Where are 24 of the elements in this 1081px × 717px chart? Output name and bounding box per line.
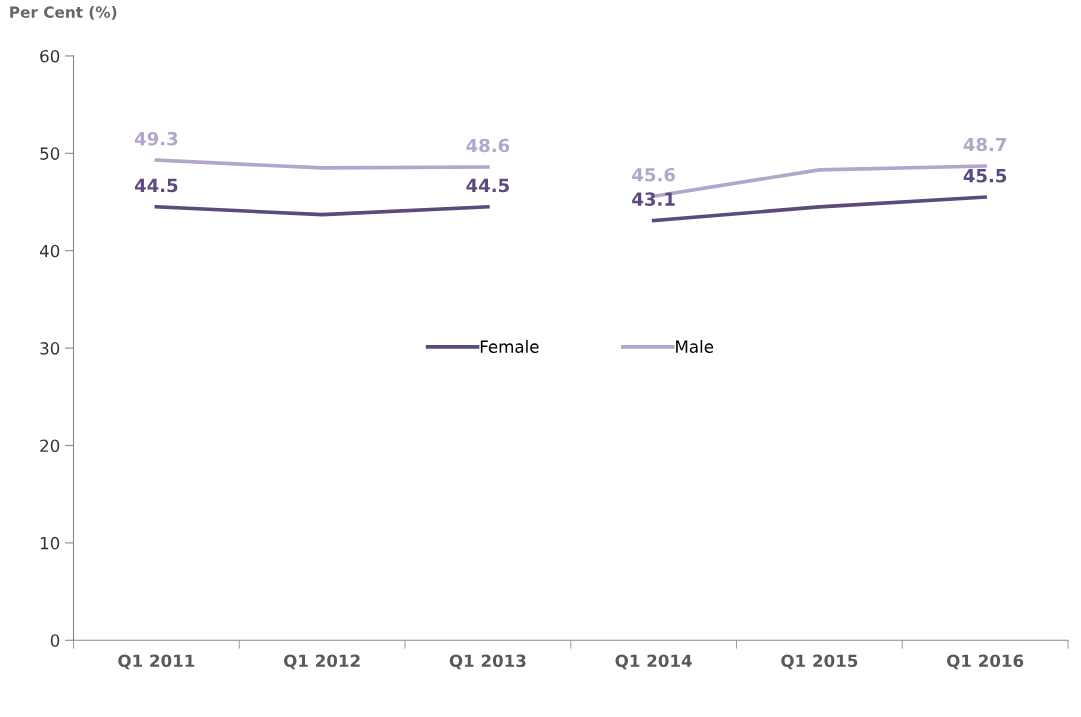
x-tick-label: Q1 2016 [947,654,1024,670]
legend-label: Male [676,340,714,353]
data-label: 45.6 [632,167,675,182]
data-label: 44.5 [466,178,509,193]
data-label: 48.6 [466,138,510,153]
data-label: 43.1 [632,192,675,206]
data-label: 44.5 [134,178,178,193]
x-tick-label: Q1 2013 [449,654,526,670]
data-label: 45.5 [963,169,1007,183]
legend-label: Female [480,340,539,353]
y-tick-label: 30 [40,342,60,355]
y-tick-label: 0 [50,634,60,647]
y-tick-label: 20 [40,439,60,453]
data-label: 48.7 [963,137,1006,152]
x-tick-label: Q1 2012 [283,654,360,670]
y-tick-label: 50 [40,147,60,160]
y-tick-label: 10 [40,536,60,550]
y-tick-label: 40 [39,244,60,258]
x-tick-label: Q1 2011 [118,654,195,670]
y-axis-title: Per Cent (%) [10,6,117,20]
x-tick-label: Q1 2015 [781,654,858,670]
x-tick-label: Q1 2014 [615,654,692,670]
data-label: 49.3 [134,131,178,146]
y-tick-label: 60 [40,49,60,63]
